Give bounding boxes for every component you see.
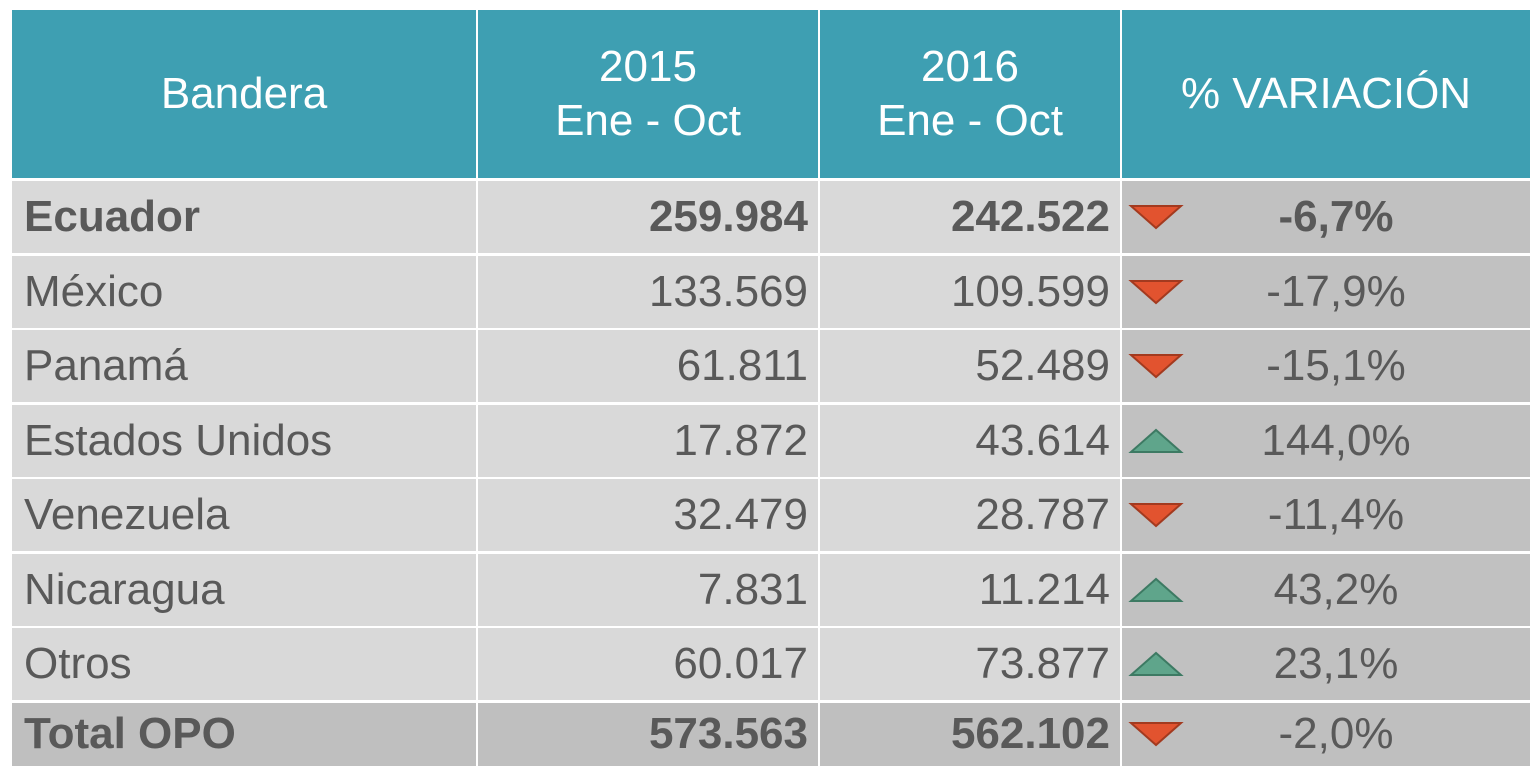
trend-arrow — [1128, 577, 1184, 602]
value: 562.102 — [820, 702, 1120, 766]
header-text: 2015 — [599, 42, 697, 91]
value: 133.569 — [478, 255, 818, 328]
arrow-shape — [1128, 428, 1184, 453]
header-text: 2016 — [921, 42, 1019, 91]
header-cell: % VARIACIÓN — [1122, 10, 1530, 178]
header-text: Ene - Oct — [555, 96, 741, 145]
value: 259.984 — [478, 181, 818, 253]
value: 52.489 — [820, 330, 1120, 402]
trend-arrow — [1128, 722, 1184, 747]
header-text: Ene - Oct — [877, 96, 1063, 145]
variation: -17,9% — [1122, 255, 1530, 328]
arrow-shape — [1128, 354, 1184, 379]
value: 60.017 — [478, 628, 818, 700]
header-cell: Bandera — [12, 10, 476, 178]
row-label: Nicaragua — [12, 553, 476, 626]
value: 7.831 — [478, 553, 818, 626]
value: 28.787 — [820, 479, 1120, 551]
trend-arrow — [1128, 503, 1184, 528]
header-cell: 2015 Ene - Oct — [478, 10, 818, 178]
header-text: Bandera — [160, 69, 328, 118]
trend-arrow — [1128, 205, 1184, 230]
row-label: Total OPO — [12, 702, 476, 766]
arrow-shape — [1128, 205, 1184, 230]
arrow-shape — [1128, 503, 1184, 528]
row-label: Estados Unidos — [12, 404, 476, 477]
header-cell: 2016 Ene - Oct — [820, 10, 1120, 178]
arrow-shape — [1128, 722, 1184, 747]
arrow-shape — [1128, 279, 1184, 304]
value: 32.479 — [478, 479, 818, 551]
row-label: Otros — [12, 628, 476, 700]
value: 11.214 — [820, 553, 1120, 626]
row-label: Ecuador — [12, 181, 476, 253]
variation: 43,2% — [1122, 553, 1530, 626]
arrow-shape — [1128, 577, 1184, 602]
trend-arrow — [1128, 279, 1184, 304]
trend-arrow — [1128, 354, 1184, 379]
trend-arrow — [1128, 651, 1184, 676]
trend-arrow — [1128, 428, 1184, 453]
row-label: Panamá — [12, 330, 476, 402]
value: 73.877 — [820, 628, 1120, 700]
value: 43.614 — [820, 404, 1120, 477]
row-label: México — [12, 255, 476, 328]
variation: 23,1% — [1122, 628, 1530, 700]
row-label: Venezuela — [12, 479, 476, 551]
value: 17.872 — [478, 404, 818, 477]
value: 109.599 — [820, 255, 1120, 328]
variation: -2,0% — [1122, 702, 1530, 766]
variation: -11,4% — [1122, 479, 1530, 551]
variation: -6,7% — [1122, 181, 1530, 253]
variation: 144,0% — [1122, 404, 1530, 477]
value: 242.522 — [820, 181, 1120, 253]
arrow-shape — [1128, 651, 1184, 676]
value: 573.563 — [478, 702, 818, 766]
header-text: % VARIACIÓN — [1180, 69, 1472, 118]
value: 61.811 — [478, 330, 818, 402]
variation: -15,1% — [1122, 330, 1530, 402]
